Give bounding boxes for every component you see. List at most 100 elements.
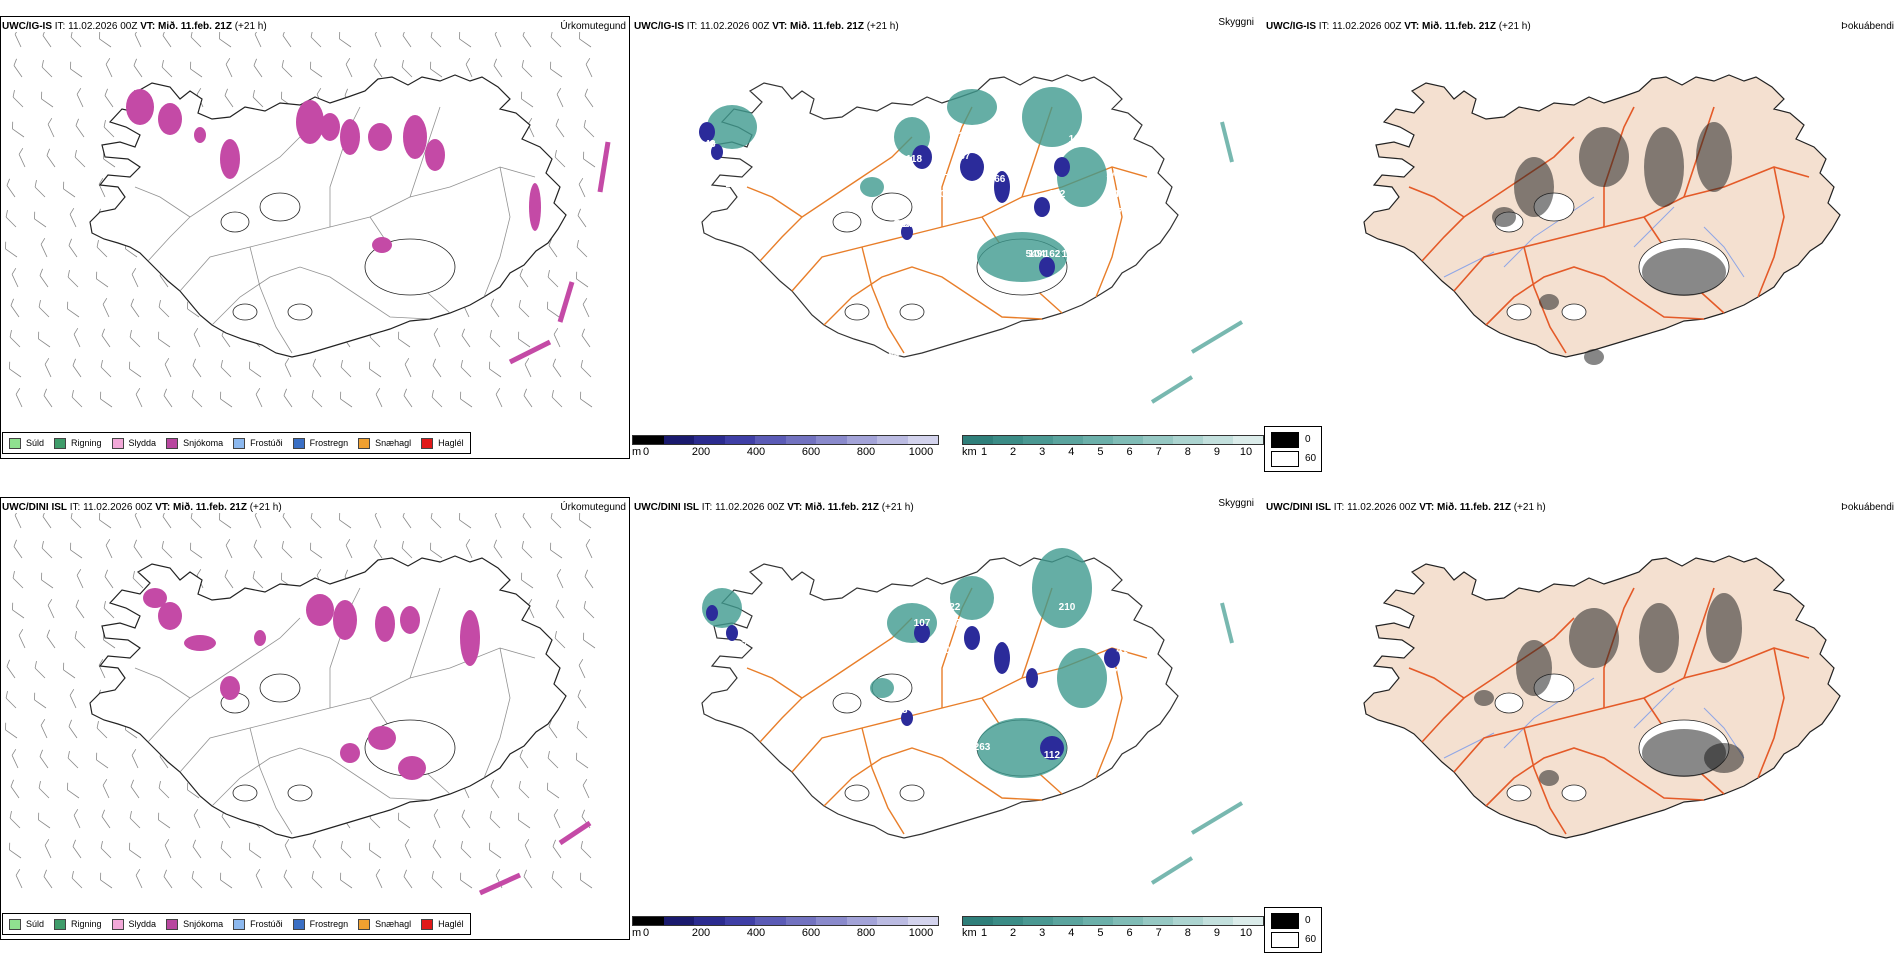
fog-index-area	[1569, 608, 1619, 668]
wind-barb-shaft	[254, 34, 262, 48]
panel-title: Úrkomutegund	[560, 21, 626, 32]
wind-barb-shaft	[373, 65, 383, 78]
wind-barb-shaft	[522, 35, 532, 48]
wind-barb-flag	[518, 331, 520, 339]
wind-barb-shaft	[192, 846, 202, 859]
wind-barb	[67, 750, 79, 769]
wind-barb-shaft	[47, 605, 55, 619]
wind-barb	[254, 32, 262, 48]
wind-barb-shaft	[576, 759, 589, 769]
road-line	[211, 266, 431, 326]
legend-swatch	[292, 918, 305, 930]
wind-barb	[375, 868, 383, 889]
wind-barb-flag	[521, 540, 524, 549]
wind-barb-flag	[585, 57, 591, 65]
wind-barb	[339, 32, 352, 48]
wind-barb	[18, 628, 26, 649]
colorbar-step	[816, 436, 847, 444]
wind-barb-flag	[374, 513, 380, 516]
wind-barb	[41, 59, 53, 78]
colorbar-tick-label: 4	[1068, 927, 1075, 939]
wind-barb-flag	[67, 269, 70, 278]
wind-barb	[164, 838, 172, 859]
wind-barb-flag	[158, 812, 160, 820]
wind-barb-shaft	[225, 545, 233, 559]
wind-barb	[162, 32, 172, 48]
wind-barb	[96, 720, 108, 739]
wind-barb-shaft	[433, 334, 441, 348]
wind-barb	[12, 89, 24, 108]
wind-barb	[519, 268, 529, 288]
it-value: 11.02.2026 00Z	[700, 21, 770, 32]
wind-barb-shaft	[578, 184, 586, 198]
colorbar-tick-label: 6	[1126, 927, 1133, 939]
wind-barb-flag	[46, 148, 50, 156]
wind-barb	[67, 269, 79, 288]
wind-barb-shaft	[43, 395, 53, 408]
snow-band	[558, 820, 592, 846]
wind-barb-shaft	[40, 725, 48, 739]
wind-barb-flag	[102, 297, 108, 305]
wind-barb	[129, 842, 142, 859]
wind-barb-flag	[134, 32, 140, 35]
road-line	[483, 166, 511, 298]
wind-barb-shaft	[582, 304, 590, 318]
visibility-streak	[1150, 856, 1194, 885]
colorbar-tick-label: 8	[1184, 927, 1191, 939]
visibility-panel: UWC/DINI ISL IT: 11.02.2026 00Z VT: Mið.…	[632, 495, 1264, 945]
wind-barb-shaft	[583, 639, 596, 649]
wind-barb-flag	[158, 780, 161, 789]
wind-barb	[6, 178, 16, 198]
colorbar-tick-label: 9	[1213, 927, 1220, 939]
wind-barb-flag	[579, 32, 581, 39]
wind-barb	[550, 61, 563, 78]
wind-barb-flag	[254, 513, 260, 516]
wind-barb-flag	[460, 391, 462, 399]
wind-barb-flag	[10, 779, 14, 787]
road-line	[861, 246, 905, 354]
wind-barb-flag	[316, 87, 322, 95]
wind-barb-shaft	[310, 36, 322, 48]
wind-barb-flag	[18, 628, 24, 636]
wind-barb-flag	[9, 329, 12, 338]
low-visibility-area	[860, 177, 884, 197]
wind-barb-flag	[493, 58, 497, 66]
ceiling-value-label: 885	[972, 770, 989, 781]
wind-barb-flag	[581, 328, 585, 336]
wind-barb-shaft	[10, 305, 20, 318]
wind-barb-flag	[521, 91, 523, 99]
wind-barb-flag	[161, 59, 164, 68]
wind-barb-shaft	[578, 665, 586, 679]
wind-barb-flag	[104, 88, 108, 96]
wind-barb-flag	[576, 752, 578, 760]
wind-barb-shaft	[433, 815, 441, 829]
wind-barb-shaft	[340, 879, 353, 889]
wind-barb-shaft	[490, 786, 500, 799]
panel-title: Þokuábendi	[1841, 502, 1894, 513]
wind-barb-shaft	[39, 756, 49, 769]
wind-barb-flag	[398, 331, 400, 339]
wind-barb	[284, 838, 292, 859]
wind-barb-flag	[583, 151, 585, 159]
wind-barb	[556, 87, 564, 108]
snow-area	[194, 127, 206, 143]
road-line	[134, 186, 191, 218]
wind-barb	[460, 391, 473, 408]
model-name: UWC/DINI ISL	[2, 502, 67, 513]
wind-barb	[576, 239, 588, 258]
wind-barb-shaft	[369, 368, 382, 378]
it-label: IT:	[54, 21, 66, 32]
wind-barb-shaft	[465, 545, 473, 559]
wind-barb	[401, 540, 413, 559]
wind-barb-flag	[556, 87, 562, 95]
wind-barb-flag	[43, 869, 47, 877]
wind-barb-flag	[523, 388, 527, 396]
wind-barb-shaft	[281, 547, 293, 559]
ceiling-value-label: 24	[1106, 169, 1118, 180]
wind-barb-shaft	[70, 517, 82, 529]
wind-barb-flag	[5, 209, 8, 218]
wind-barb	[41, 91, 54, 108]
lead-time: (+21 h)	[881, 502, 914, 513]
colorbar-step	[1203, 917, 1233, 925]
wind-barb	[224, 569, 234, 589]
